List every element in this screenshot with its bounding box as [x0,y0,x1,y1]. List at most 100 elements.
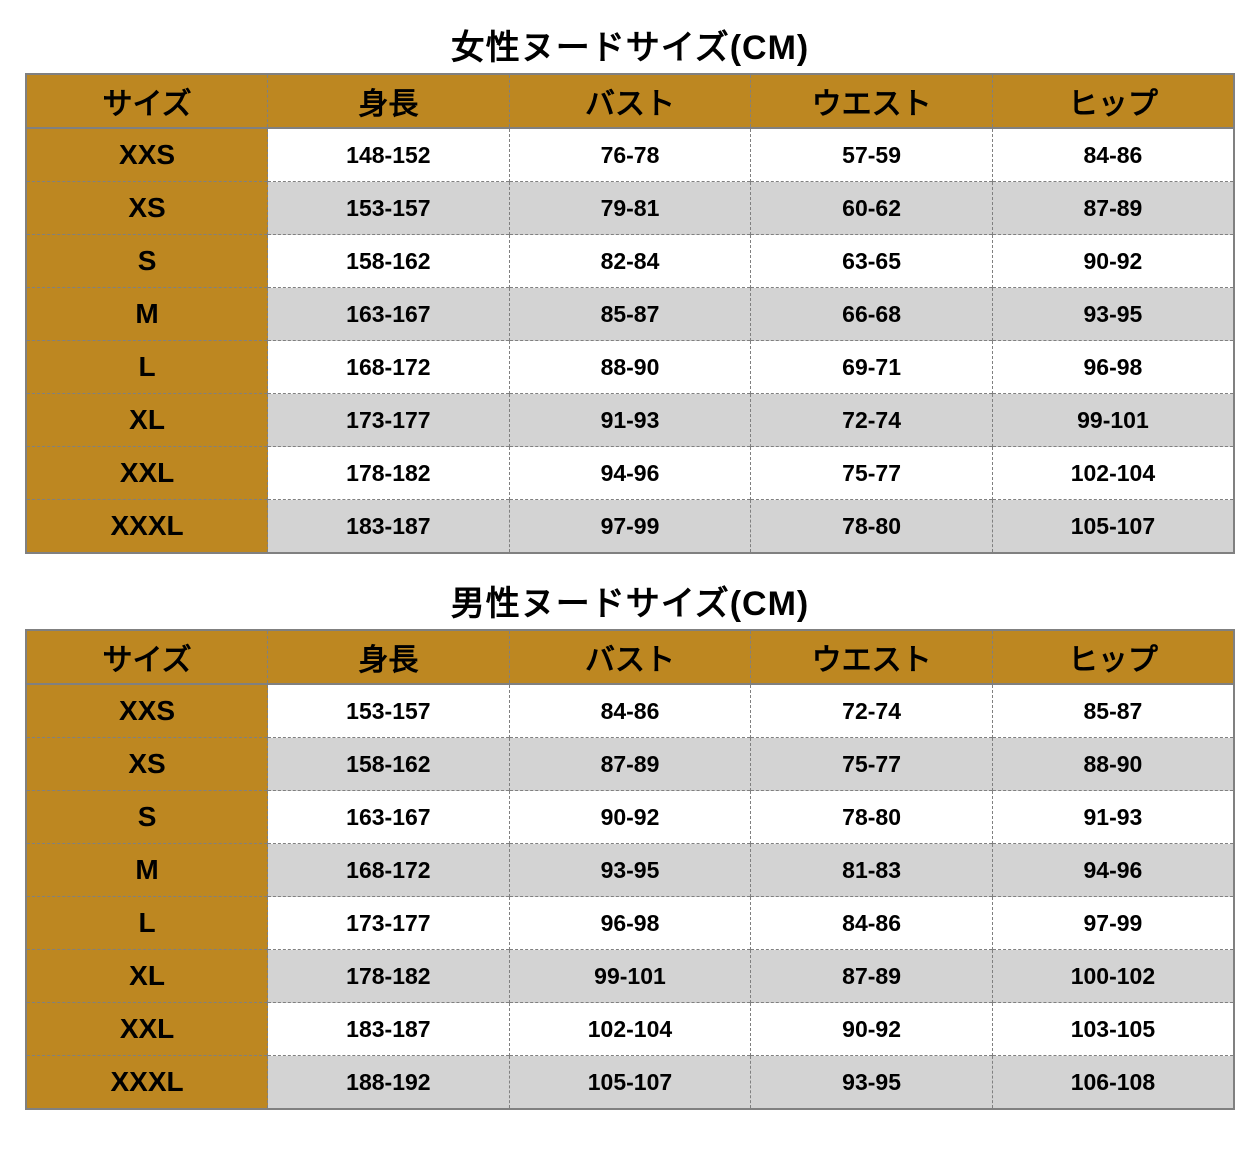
cell-val: 75-77 [751,447,993,500]
cell-val: 93-95 [992,288,1234,341]
table-row: XS158-16287-8975-7788-90 [26,738,1234,791]
cell-val: 87-89 [751,950,993,1003]
cell-val: 93-95 [751,1056,993,1110]
cell-val: 148-152 [268,128,510,182]
cell-val: 99-101 [992,394,1234,447]
cell-val: 105-107 [992,500,1234,554]
cell-size: S [26,235,268,288]
cell-size: M [26,288,268,341]
col-waist: ウエスト [751,74,993,128]
cell-size: L [26,897,268,950]
cell-val: 153-157 [268,684,510,738]
cell-val: 183-187 [268,500,510,554]
table-row: XXXL183-18797-9978-80105-107 [26,500,1234,554]
cell-size: XXL [26,1003,268,1056]
col-hip: ヒップ [992,630,1234,684]
col-bust: バスト [509,74,751,128]
cell-val: 103-105 [992,1003,1234,1056]
cell-val: 84-86 [509,684,751,738]
table-row: XXXL188-192105-10793-95106-108 [26,1056,1234,1110]
cell-val: 105-107 [509,1056,751,1110]
cell-val: 75-77 [751,738,993,791]
cell-size: L [26,341,268,394]
table-header-row: サイズ 身長 バスト ウエスト ヒップ [26,630,1234,684]
col-size: サイズ [26,630,268,684]
table-row: S158-16282-8463-6590-92 [26,235,1234,288]
table-row: XS153-15779-8160-6287-89 [26,182,1234,235]
table-row: XL173-17791-9372-7499-101 [26,394,1234,447]
cell-size: XL [26,394,268,447]
col-height: 身長 [268,630,510,684]
cell-size: XL [26,950,268,1003]
cell-val: 57-59 [751,128,993,182]
table-row: XXL183-187102-10490-92103-105 [26,1003,1234,1056]
cell-val: 153-157 [268,182,510,235]
cell-size: XS [26,738,268,791]
cell-val: 81-83 [751,844,993,897]
cell-val: 78-80 [751,500,993,554]
cell-val: 85-87 [509,288,751,341]
table-row: XL178-18299-10187-89100-102 [26,950,1234,1003]
table-row: XXS148-15276-7857-5984-86 [26,128,1234,182]
table-row: S163-16790-9278-8091-93 [26,791,1234,844]
cell-val: 88-90 [509,341,751,394]
cell-size: M [26,844,268,897]
cell-val: 168-172 [268,844,510,897]
cell-val: 99-101 [509,950,751,1003]
cell-val: 96-98 [992,341,1234,394]
cell-val: 168-172 [268,341,510,394]
cell-val: 178-182 [268,950,510,1003]
cell-val: 93-95 [509,844,751,897]
cell-val: 72-74 [751,394,993,447]
cell-val: 88-90 [992,738,1234,791]
cell-val: 78-80 [751,791,993,844]
cell-val: 76-78 [509,128,751,182]
cell-val: 97-99 [509,500,751,554]
size-table-female: サイズ 身長 バスト ウエスト ヒップ XXS148-15276-7857-59… [25,73,1235,554]
cell-val: 97-99 [992,897,1234,950]
cell-val: 72-74 [751,684,993,738]
cell-val: 94-96 [509,447,751,500]
cell-val: 96-98 [509,897,751,950]
cell-val: 63-65 [751,235,993,288]
cell-val: 106-108 [992,1056,1234,1110]
cell-val: 90-92 [509,791,751,844]
table-row: L168-17288-9069-7196-98 [26,341,1234,394]
col-height: 身長 [268,74,510,128]
cell-val: 178-182 [268,447,510,500]
cell-val: 79-81 [509,182,751,235]
cell-val: 69-71 [751,341,993,394]
cell-val: 84-86 [992,128,1234,182]
col-bust: バスト [509,630,751,684]
cell-val: 82-84 [509,235,751,288]
table-header-row: サイズ 身長 バスト ウエスト ヒップ [26,74,1234,128]
cell-val: 84-86 [751,897,993,950]
cell-size: XXXL [26,1056,268,1110]
cell-size: XXL [26,447,268,500]
cell-val: 85-87 [992,684,1234,738]
cell-val: 100-102 [992,950,1234,1003]
cell-val: 188-192 [268,1056,510,1110]
cell-size: XXS [26,128,268,182]
cell-val: 183-187 [268,1003,510,1056]
cell-size: XXXL [26,500,268,554]
cell-val: 173-177 [268,897,510,950]
cell-val: 87-89 [509,738,751,791]
size-table-male: サイズ 身長 バスト ウエスト ヒップ XXS153-15784-8672-74… [25,629,1235,1110]
table-row: XXS153-15784-8672-7485-87 [26,684,1234,738]
cell-val: 94-96 [992,844,1234,897]
cell-val: 87-89 [992,182,1234,235]
cell-val: 158-162 [268,235,510,288]
cell-size: S [26,791,268,844]
cell-val: 102-104 [992,447,1234,500]
cell-val: 173-177 [268,394,510,447]
cell-val: 102-104 [509,1003,751,1056]
table-row: M163-16785-8766-6893-95 [26,288,1234,341]
table-title-male: 男性ヌードサイズ(CM) [25,576,1235,625]
cell-val: 158-162 [268,738,510,791]
col-hip: ヒップ [992,74,1234,128]
cell-val: 163-167 [268,791,510,844]
cell-val: 91-93 [992,791,1234,844]
table-row: L173-17796-9884-8697-99 [26,897,1234,950]
cell-val: 90-92 [992,235,1234,288]
